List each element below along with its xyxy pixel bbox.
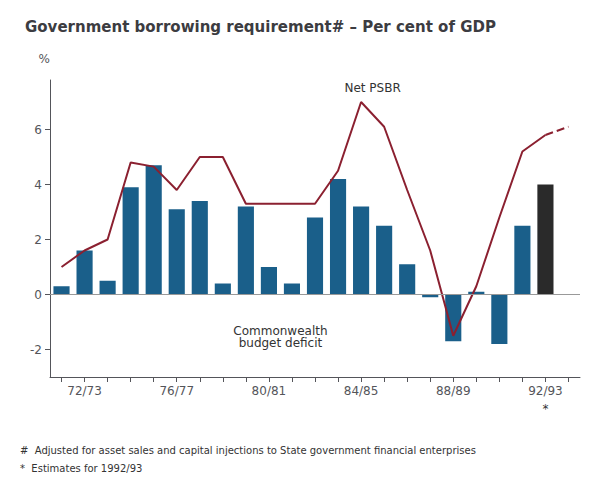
- svg-text:-2: -2: [30, 343, 42, 357]
- svg-text:* Estimates for 1992/93: * Estimates for 1992/93: [20, 463, 142, 474]
- svg-text:0: 0: [34, 288, 42, 302]
- svg-text:Commonwealth: Commonwealth: [233, 323, 328, 338]
- svg-text:2: 2: [34, 233, 42, 247]
- svg-text:# Adjusted for asset sales an: # Adjusted for asset sales and capital i…: [20, 445, 476, 456]
- svg-text:72/73: 72/73: [67, 384, 102, 398]
- svg-text:%: %: [39, 52, 50, 66]
- svg-text:76/77: 76/77: [159, 384, 194, 398]
- svg-text:4: 4: [34, 178, 42, 192]
- svg-text:92/93: 92/93: [528, 384, 563, 398]
- svg-text:Net PSBR: Net PSBR: [344, 81, 400, 95]
- svg-text:6: 6: [34, 123, 42, 137]
- svg-text:80/81: 80/81: [252, 384, 287, 398]
- svg-text:budget deficit: budget deficit: [239, 336, 323, 350]
- svg-text:84/85: 84/85: [344, 384, 379, 398]
- svg-text:*: *: [542, 402, 548, 416]
- svg-text:88/89: 88/89: [436, 384, 471, 398]
- svg-text:Government borrowing requireme: Government borrowing requirement# – Per …: [25, 18, 496, 36]
